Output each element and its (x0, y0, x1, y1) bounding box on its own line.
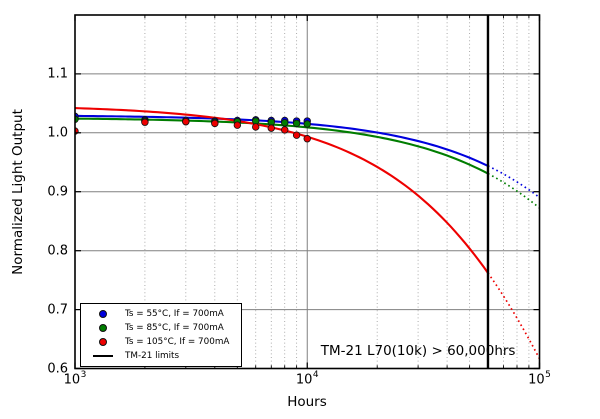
legend-label-55c: Ts = 55°C, If = 700mA (125, 308, 224, 319)
legend-entry-55c: Ts = 55°C, If = 700mA (93, 307, 235, 321)
legend-entry-85c: Ts = 85°C, If = 700mA (93, 321, 235, 335)
legend-marker-105c-icon (93, 338, 113, 346)
series-layer (75, 15, 540, 369)
data-point (303, 120, 311, 128)
data-point (75, 115, 79, 123)
legend-entry-105c: Ts = 105°C, If = 700mA (93, 335, 235, 349)
y-axis-title: Normalized Light Output (10, 109, 26, 275)
legend-label-tm21: TM-21 limits (125, 350, 180, 361)
y-tick-label: 0.7 (47, 302, 68, 318)
data-point (211, 119, 219, 128)
annotation-tm21: TM-21 L70(10k) > 60,000hrs (320, 343, 516, 359)
legend-marker-85c-icon (93, 324, 113, 332)
data-point (292, 131, 301, 139)
plot-frame (74, 14, 541, 370)
x-tick-label: 105 (528, 370, 551, 388)
data-point (292, 119, 301, 128)
series-curve-dotted (487, 172, 540, 209)
data-point (303, 135, 311, 143)
legend-marker-55c-icon (93, 310, 113, 318)
y-tick-label: 1.1 (47, 66, 68, 82)
data-point (267, 124, 275, 132)
data-point (281, 119, 289, 127)
y-tick-label: 0.9 (47, 184, 68, 200)
y-tick-label: 0.6 (47, 361, 68, 376)
series-curve-solid (75, 117, 489, 175)
data-point (252, 123, 260, 131)
legend-label-105c: Ts = 105°C, If = 700mA (125, 336, 230, 347)
y-tick-label: 0.8 (47, 243, 68, 259)
y-tick-label: 1.0 (47, 125, 68, 141)
data-point (281, 126, 289, 134)
legend-label-85c: Ts = 85°C, If = 700mA (125, 322, 224, 333)
axes-frame (74, 14, 541, 370)
legend: Ts = 55°C, If = 700mA Ts = 85°C, If = 70… (80, 303, 242, 367)
series-curve-dotted (487, 165, 540, 199)
data-point (141, 118, 149, 126)
x-tick-label: 103 (63, 370, 87, 388)
data-point (233, 121, 242, 129)
series-curve-dotted (487, 272, 540, 360)
x-tick-label: 104 (295, 370, 319, 388)
data-point (182, 117, 190, 126)
x-axis-title: Hours (287, 394, 327, 410)
legend-line-tm21-icon (93, 354, 113, 358)
legend-entry-tm21: TM-21 limits (93, 349, 235, 363)
